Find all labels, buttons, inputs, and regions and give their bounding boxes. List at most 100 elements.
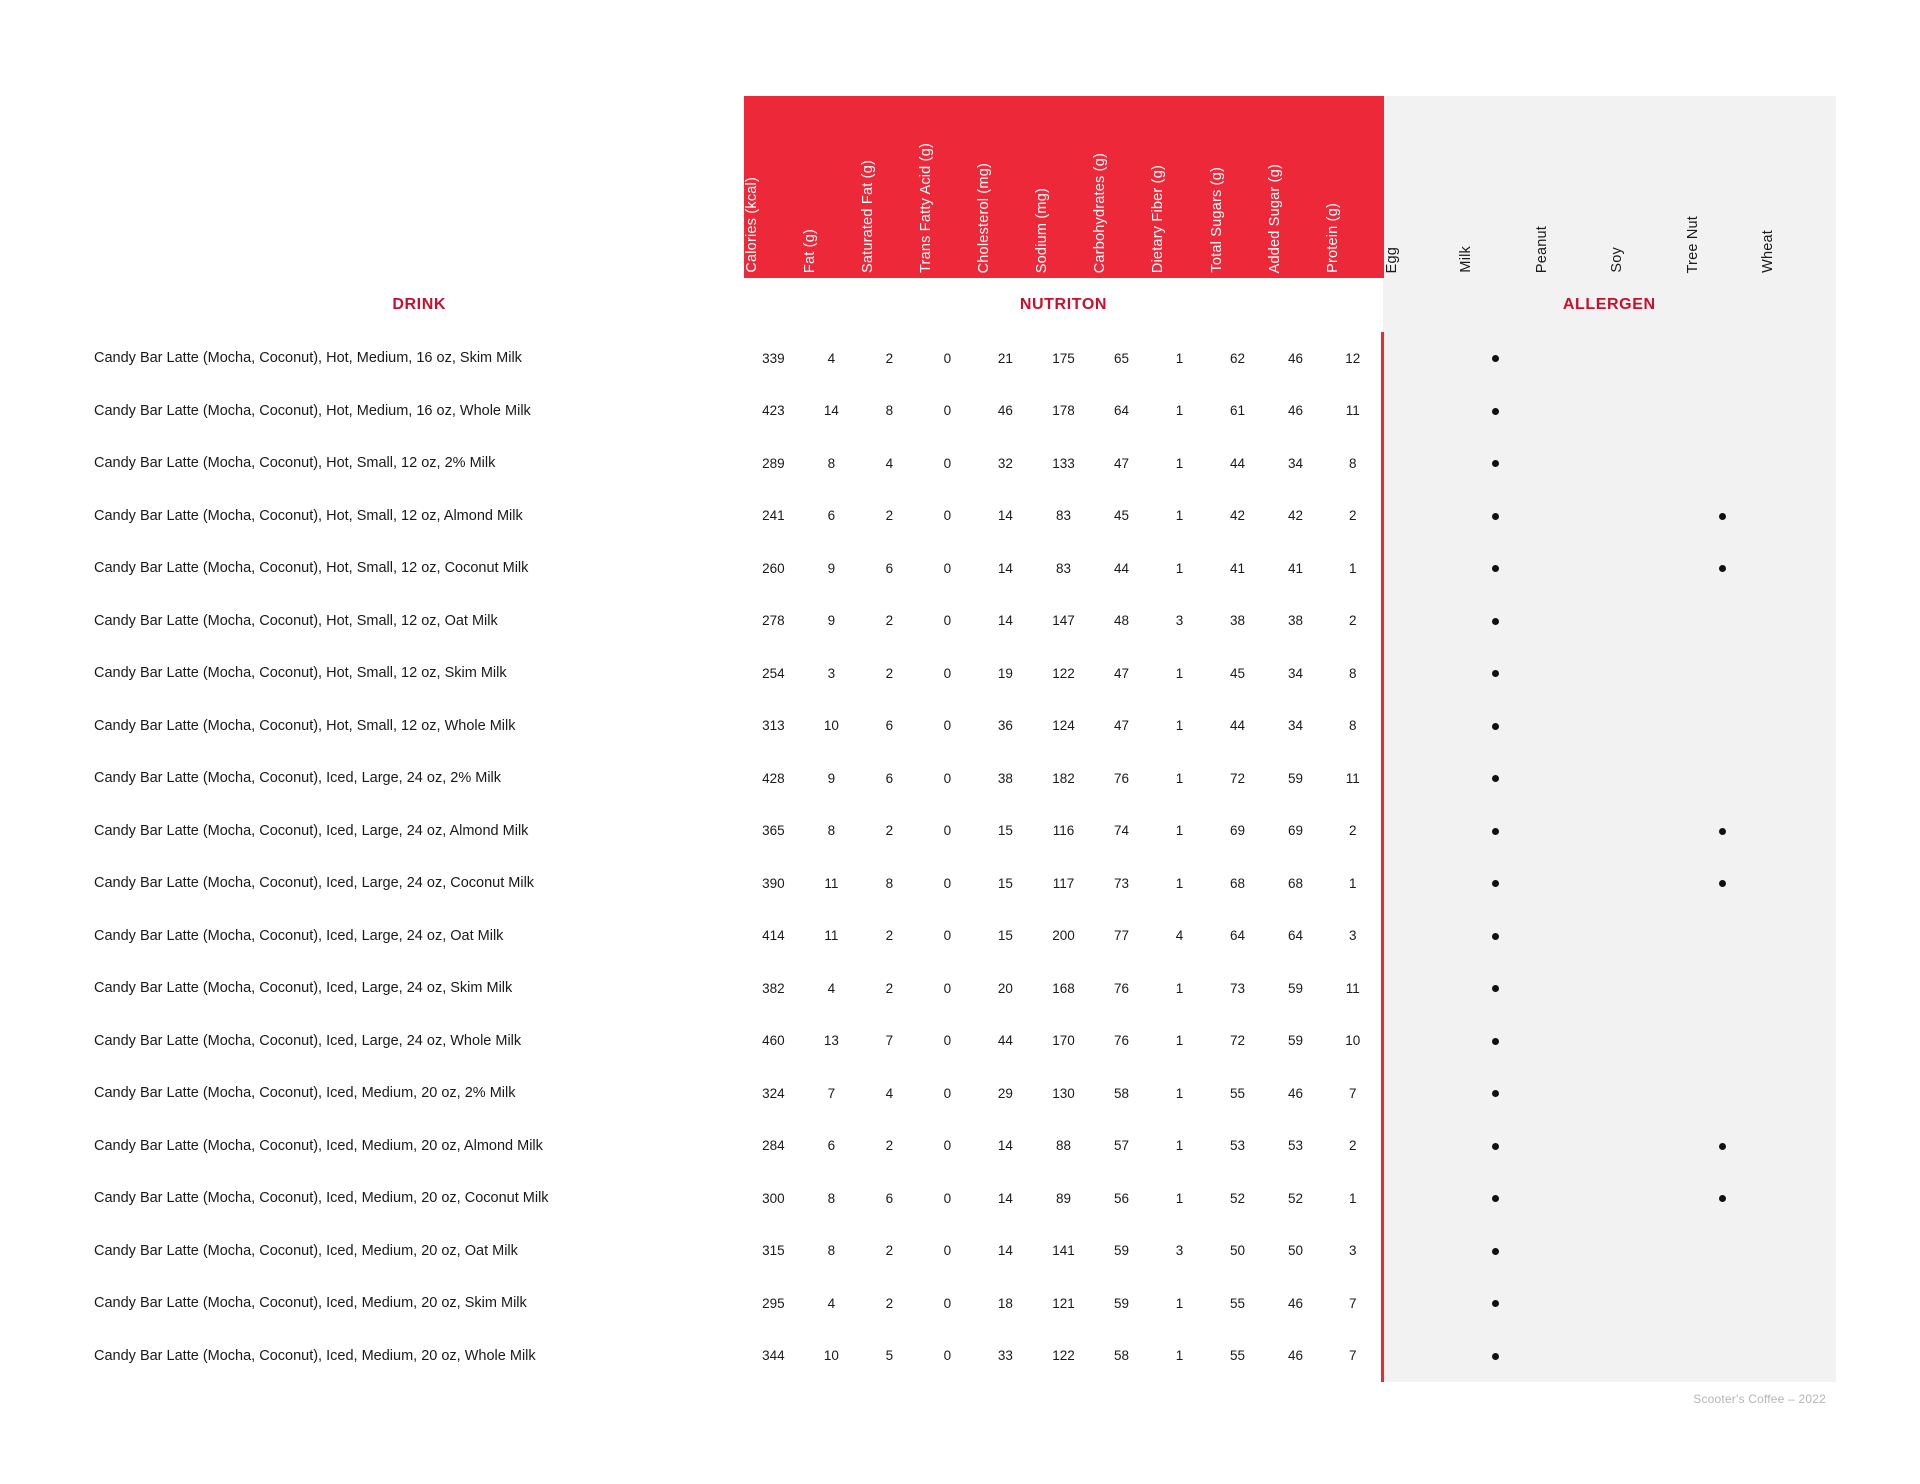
allergen-dot-icon <box>1492 1142 1500 1150</box>
nutrition-value-cell: 29 <box>976 1067 1035 1120</box>
nutrition-value-cell: 69 <box>1208 804 1267 857</box>
allergen-cell <box>1458 1014 1534 1067</box>
col-header-label: Milk <box>1458 246 1475 273</box>
allergen-cell <box>1684 594 1761 647</box>
nutrition-value-cell: 324 <box>744 1067 803 1120</box>
nutrition-value-cell: 4 <box>802 332 861 385</box>
nutrition-value-cell: 0 <box>918 437 977 490</box>
allergen-cell <box>1609 1172 1685 1225</box>
col-header-milk: Milk <box>1458 96 1534 278</box>
col-header-dietary-fiber: Dietary Fiber (g) <box>1150 96 1209 278</box>
nutrition-value-cell: 1 <box>1150 1119 1209 1172</box>
allergen-cell <box>1609 332 1685 385</box>
nutrition-value-cell: 117 <box>1034 857 1093 910</box>
col-header-fat: Fat (g) <box>802 96 861 278</box>
allergen-empty-icon <box>1719 933 1726 940</box>
allergen-cell <box>1458 1067 1534 1120</box>
nutrition-value-cell: 4 <box>860 1067 919 1120</box>
nutrition-value-cell: 14 <box>802 384 861 437</box>
col-header-tree-nut: Tree Nut <box>1684 96 1761 278</box>
allergen-empty-icon <box>1643 408 1650 415</box>
allergen-empty-icon <box>1418 565 1425 572</box>
drink-name-cell: Candy Bar Latte (Mocha, Coconut), Iced, … <box>94 962 745 1015</box>
nutrition-value-cell: 1 <box>1150 1067 1209 1120</box>
allergen-cell <box>1609 1119 1685 1172</box>
nutrition-value-cell: 122 <box>1034 647 1093 700</box>
nutrition-value-cell: 9 <box>802 594 861 647</box>
allergen-cell <box>1381 1224 1459 1277</box>
nutrition-value-cell: 72 <box>1208 1014 1267 1067</box>
nutrition-value-cell: 1 <box>1150 384 1209 437</box>
nutrition-value-cell: 59 <box>1266 1014 1325 1067</box>
nutrition-value-cell: 21 <box>976 332 1035 385</box>
col-header-total-sugars: Total Sugars (g) <box>1208 96 1267 278</box>
allergen-cell <box>1458 909 1534 962</box>
nutrition-value-cell: 8 <box>802 804 861 857</box>
table-row: Candy Bar Latte (Mocha, Coconut), Hot, M… <box>94 332 1836 385</box>
allergen-dot-icon <box>1492 565 1500 573</box>
drink-name-cell: Candy Bar Latte (Mocha, Coconut), Hot, S… <box>94 594 745 647</box>
nutrition-value-cell: 1 <box>1150 962 1209 1015</box>
nutrition-value-cell: 58 <box>1092 1329 1151 1382</box>
allergen-dot-icon <box>1492 1352 1500 1360</box>
nutrition-value-cell: 2 <box>860 804 919 857</box>
allergen-empty-icon <box>1568 775 1575 782</box>
allergen-cell <box>1458 752 1534 805</box>
nutrition-value-cell: 313 <box>744 699 803 752</box>
nutrition-value-cell: 36 <box>976 699 1035 752</box>
nutrition-value-cell: 73 <box>1208 962 1267 1015</box>
nutrition-value-cell: 59 <box>1092 1277 1151 1330</box>
allergen-cell <box>1381 384 1459 437</box>
nutrition-value-cell: 42 <box>1266 489 1325 542</box>
allergen-empty-icon <box>1795 565 1802 572</box>
nutrition-value-cell: 64 <box>1208 909 1267 962</box>
allergen-cell <box>1458 1277 1534 1330</box>
allergen-empty-icon <box>1719 670 1726 677</box>
allergen-empty-icon <box>1568 408 1575 415</box>
allergen-empty-icon <box>1418 513 1425 520</box>
nutrition-value-cell: 45 <box>1092 489 1151 542</box>
nutrition-value-cell: 44 <box>1208 699 1267 752</box>
allergen-cell <box>1533 332 1610 385</box>
table-row: Candy Bar Latte (Mocha, Coconut), Hot, S… <box>94 594 1836 647</box>
nutrition-value-cell: 315 <box>744 1224 803 1277</box>
allergen-cell <box>1533 1014 1610 1067</box>
nutrition-value-cell: 69 <box>1266 804 1325 857</box>
allergen-cell <box>1458 542 1534 595</box>
allergen-empty-icon <box>1568 355 1575 362</box>
nutrition-value-cell: 68 <box>1266 857 1325 910</box>
col-header-sodium: Sodium (mg) <box>1034 96 1093 278</box>
allergen-empty-icon <box>1418 985 1425 992</box>
table-row: Candy Bar Latte (Mocha, Coconut), Iced, … <box>94 752 1836 805</box>
allergen-dot-icon <box>1492 880 1500 888</box>
allergen-empty-icon <box>1418 670 1425 677</box>
nutrition-value-cell: 74 <box>1092 804 1151 857</box>
nutrition-value-cell: 47 <box>1092 437 1151 490</box>
allergen-empty-icon <box>1643 985 1650 992</box>
allergen-empty-icon <box>1643 618 1650 625</box>
nutrition-value-cell: 53 <box>1266 1119 1325 1172</box>
table-row: Candy Bar Latte (Mocha, Coconut), Hot, S… <box>94 489 1836 542</box>
allergen-empty-icon <box>1643 828 1650 835</box>
nutrition-value-cell: 284 <box>744 1119 803 1172</box>
nutrition-value-cell: 11 <box>1324 752 1384 805</box>
nutrition-value-cell: 1 <box>1150 699 1209 752</box>
table-row: Candy Bar Latte (Mocha, Coconut), Iced, … <box>94 804 1836 857</box>
nutrition-value-cell: 339 <box>744 332 803 385</box>
nutrition-value-cell: 2 <box>1324 489 1384 542</box>
allergen-empty-icon <box>1719 1353 1726 1360</box>
allergen-cell <box>1533 542 1610 595</box>
allergen-cell <box>1533 804 1610 857</box>
allergen-empty-icon <box>1568 985 1575 992</box>
allergen-empty-icon <box>1568 460 1575 467</box>
allergen-cell <box>1381 542 1459 595</box>
nutrition-value-cell: 200 <box>1034 909 1093 962</box>
nutrition-value-cell: 58 <box>1092 1067 1151 1120</box>
nutrition-value-cell: 89 <box>1034 1172 1093 1225</box>
allergen-dot-icon <box>1492 985 1500 993</box>
allergen-empty-icon <box>1643 1300 1650 1307</box>
allergen-empty-icon <box>1418 460 1425 467</box>
allergen-empty-icon <box>1418 408 1425 415</box>
nutrition-value-cell: 64 <box>1266 909 1325 962</box>
allergen-cell <box>1609 1224 1685 1277</box>
